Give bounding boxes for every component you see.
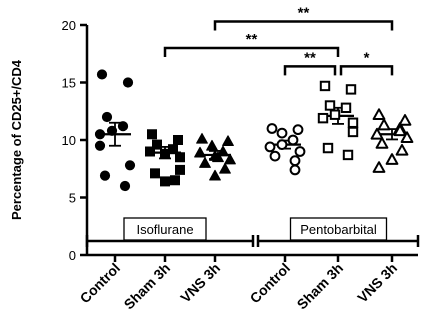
data-point bbox=[276, 139, 288, 151]
data-point bbox=[199, 157, 211, 168]
data-point bbox=[269, 150, 281, 162]
data-point bbox=[119, 180, 131, 192]
data-point bbox=[152, 139, 162, 150]
significance-bracket bbox=[213, 20, 394, 31]
data-point bbox=[370, 127, 384, 140]
data-point bbox=[219, 162, 231, 174]
data-point bbox=[375, 137, 389, 149]
significance-brackets: ****** * bbox=[163, 5, 394, 76]
group-label-box bbox=[123, 217, 207, 241]
x-tick-label: Sham 3h bbox=[294, 260, 347, 313]
data-point bbox=[94, 129, 106, 140]
data-point bbox=[224, 153, 236, 165]
data-point bbox=[175, 164, 185, 175]
data-point bbox=[319, 80, 331, 92]
significance-label: ** bbox=[246, 31, 258, 48]
data-point bbox=[99, 170, 111, 181]
x-tick-label: VNS 3h bbox=[354, 260, 400, 306]
y-axis-title: Percentage of CD25+/CD4 bbox=[9, 59, 24, 220]
significance-bracket bbox=[339, 65, 394, 76]
data-point bbox=[94, 140, 106, 151]
y-tick-label: 5 bbox=[69, 191, 76, 206]
data-point bbox=[96, 69, 108, 80]
labels: Percentage of CD25+/CD4 bbox=[9, 59, 24, 220]
data-point bbox=[217, 145, 229, 157]
x-tick-label: Control bbox=[77, 260, 124, 307]
x-tick-label: Sham 3h bbox=[121, 260, 174, 313]
data-point bbox=[345, 84, 357, 95]
data-point bbox=[276, 127, 288, 139]
data-point bbox=[206, 139, 218, 151]
data-point bbox=[289, 155, 301, 167]
data-point bbox=[264, 141, 276, 153]
data-point bbox=[106, 125, 118, 136]
data-point bbox=[209, 169, 221, 181]
significance-label: * bbox=[364, 49, 370, 66]
group-label: Pentobarbital bbox=[300, 222, 377, 237]
x-tick-label: Control bbox=[247, 260, 294, 307]
data-point bbox=[170, 175, 180, 186]
data-point bbox=[173, 135, 183, 145]
data-point bbox=[340, 102, 352, 113]
data-point bbox=[292, 124, 304, 136]
data-point bbox=[160, 176, 170, 187]
data-point bbox=[395, 143, 409, 156]
y-tick-label: 10 bbox=[62, 133, 76, 148]
data-point bbox=[147, 129, 157, 140]
data-point bbox=[329, 109, 341, 120]
data-point bbox=[196, 132, 208, 144]
data-point bbox=[324, 100, 336, 111]
data-point bbox=[322, 142, 334, 154]
group-label-box bbox=[289, 217, 388, 241]
data-points bbox=[94, 69, 414, 192]
significance-label: ** bbox=[298, 5, 310, 22]
data-point bbox=[294, 146, 306, 157]
data-point bbox=[122, 77, 134, 88]
y-tick-label: 0 bbox=[69, 248, 76, 263]
data-point bbox=[347, 117, 359, 128]
data-point bbox=[385, 153, 399, 165]
data-point bbox=[372, 108, 386, 121]
data-point bbox=[194, 146, 206, 158]
data-point bbox=[212, 151, 224, 163]
data-point bbox=[317, 112, 329, 124]
data-point bbox=[145, 146, 155, 157]
data-point bbox=[101, 111, 113, 123]
data-point bbox=[175, 152, 185, 163]
data-point bbox=[398, 114, 412, 126]
data-point bbox=[222, 135, 234, 146]
significance-bracket bbox=[283, 65, 337, 76]
x-tick-label: VNS 3h bbox=[177, 260, 223, 306]
data-point bbox=[400, 131, 414, 144]
data-point bbox=[289, 164, 301, 176]
data-point bbox=[160, 148, 170, 159]
data-point bbox=[150, 168, 160, 179]
data-point bbox=[377, 118, 391, 131]
data-point bbox=[342, 149, 354, 161]
y-tick-label: 20 bbox=[62, 18, 76, 33]
data-point bbox=[372, 161, 386, 173]
data-point bbox=[266, 123, 278, 134]
group-brackets: Isoflurane Pentobarbital bbox=[85, 217, 420, 247]
data-point bbox=[117, 121, 129, 132]
data-point bbox=[124, 160, 136, 171]
y-tick-label: 15 bbox=[62, 76, 76, 91]
data-point bbox=[287, 134, 299, 146]
significance-label: ** bbox=[304, 49, 316, 66]
data-point bbox=[347, 126, 359, 138]
data-point bbox=[393, 124, 407, 137]
group-label: Isoflurane bbox=[136, 222, 193, 237]
significance-bracket bbox=[163, 46, 340, 57]
